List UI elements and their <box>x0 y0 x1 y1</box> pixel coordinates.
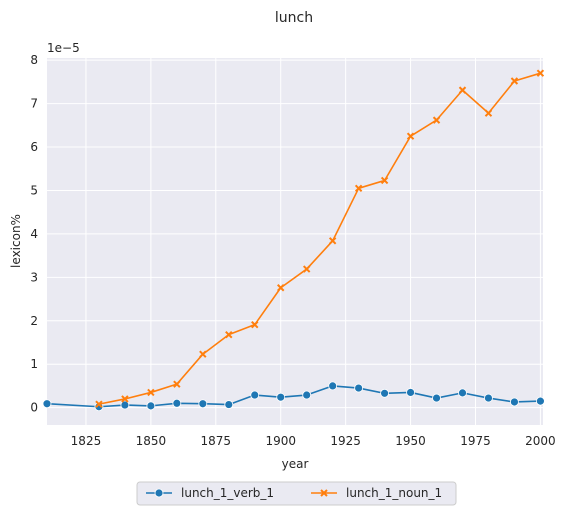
x-tick-label: 1925 <box>330 434 361 448</box>
data-point <box>355 384 363 392</box>
plot-area <box>43 58 544 425</box>
y-tick-label: 7 <box>30 97 38 111</box>
legend: lunch_1_verb_1 lunch_1_noun_1 <box>137 482 456 505</box>
y-tick-label: 5 <box>30 183 38 197</box>
y-tick-label: 0 <box>30 401 38 415</box>
data-point <box>251 391 259 399</box>
data-point <box>484 394 492 402</box>
y-tick-label: 8 <box>30 53 38 67</box>
x-axis-label: year <box>282 457 309 471</box>
data-point <box>303 391 311 399</box>
x-tick-label: 1825 <box>71 434 102 448</box>
y-axis-label: lexicon% <box>9 214 23 268</box>
plot-background <box>47 58 543 425</box>
data-point <box>173 399 181 407</box>
y-tick-label: 2 <box>30 314 38 328</box>
data-point <box>147 402 155 410</box>
data-point <box>381 389 389 397</box>
chart-title: lunch <box>275 10 313 26</box>
y-tick-label: 6 <box>30 140 38 154</box>
data-point <box>407 388 415 396</box>
y-tick-label: 4 <box>30 227 38 241</box>
legend-label: lunch_1_verb_1 <box>181 486 274 500</box>
x-tick-label: 1975 <box>460 434 491 448</box>
data-point <box>121 401 129 409</box>
x-tick-label: 1950 <box>395 434 426 448</box>
data-point <box>225 401 233 409</box>
x-tick-label: 1900 <box>265 434 296 448</box>
data-point <box>458 389 466 397</box>
x-tick-label: 1875 <box>201 434 232 448</box>
legend-marker <box>155 489 163 497</box>
data-point <box>199 400 207 408</box>
y-tick-labels: 0 1 2 3 4 5 6 7 8 <box>30 53 38 414</box>
data-point <box>433 394 441 402</box>
data-point <box>329 382 337 390</box>
x-tick-label: 2000 <box>525 434 556 448</box>
x-tick-labels: 1825 1850 1875 1900 1925 1950 1975 2000 <box>71 434 556 448</box>
y-tick-label: 1 <box>30 357 38 371</box>
y-tick-label: 3 <box>30 270 38 284</box>
data-point <box>536 397 544 405</box>
data-point <box>277 393 285 401</box>
data-point <box>510 398 518 406</box>
legend-label: lunch_1_noun_1 <box>346 486 442 500</box>
x-tick-label: 1850 <box>136 434 167 448</box>
data-point <box>43 400 51 408</box>
y-scale-label: 1e−5 <box>47 41 80 55</box>
